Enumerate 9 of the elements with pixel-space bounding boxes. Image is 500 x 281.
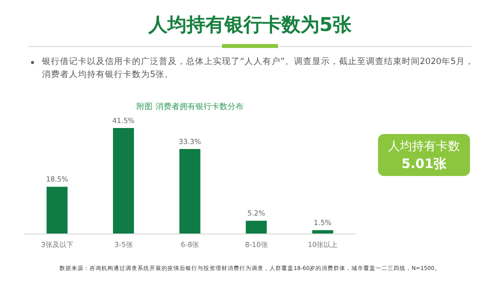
bar [46, 186, 68, 234]
chart-subtitle: 附图 消费者拥有银行卡数分布 [136, 101, 244, 112]
bar [246, 220, 267, 234]
bar [112, 128, 134, 234]
bar [179, 148, 200, 234]
chart-title: 人均持有银行卡数为5张 [147, 13, 353, 38]
bar [312, 230, 334, 234]
callout-box: 人均持有卡数 5.01张 [378, 134, 470, 176]
text: 银行借记卡以及信用卡的广泛普及，总体上实现了“人人有户”。调查显示，截止至调查结束时间2020年5月，消费者人均持有银行卡数为5张。 [42, 56, 475, 82]
